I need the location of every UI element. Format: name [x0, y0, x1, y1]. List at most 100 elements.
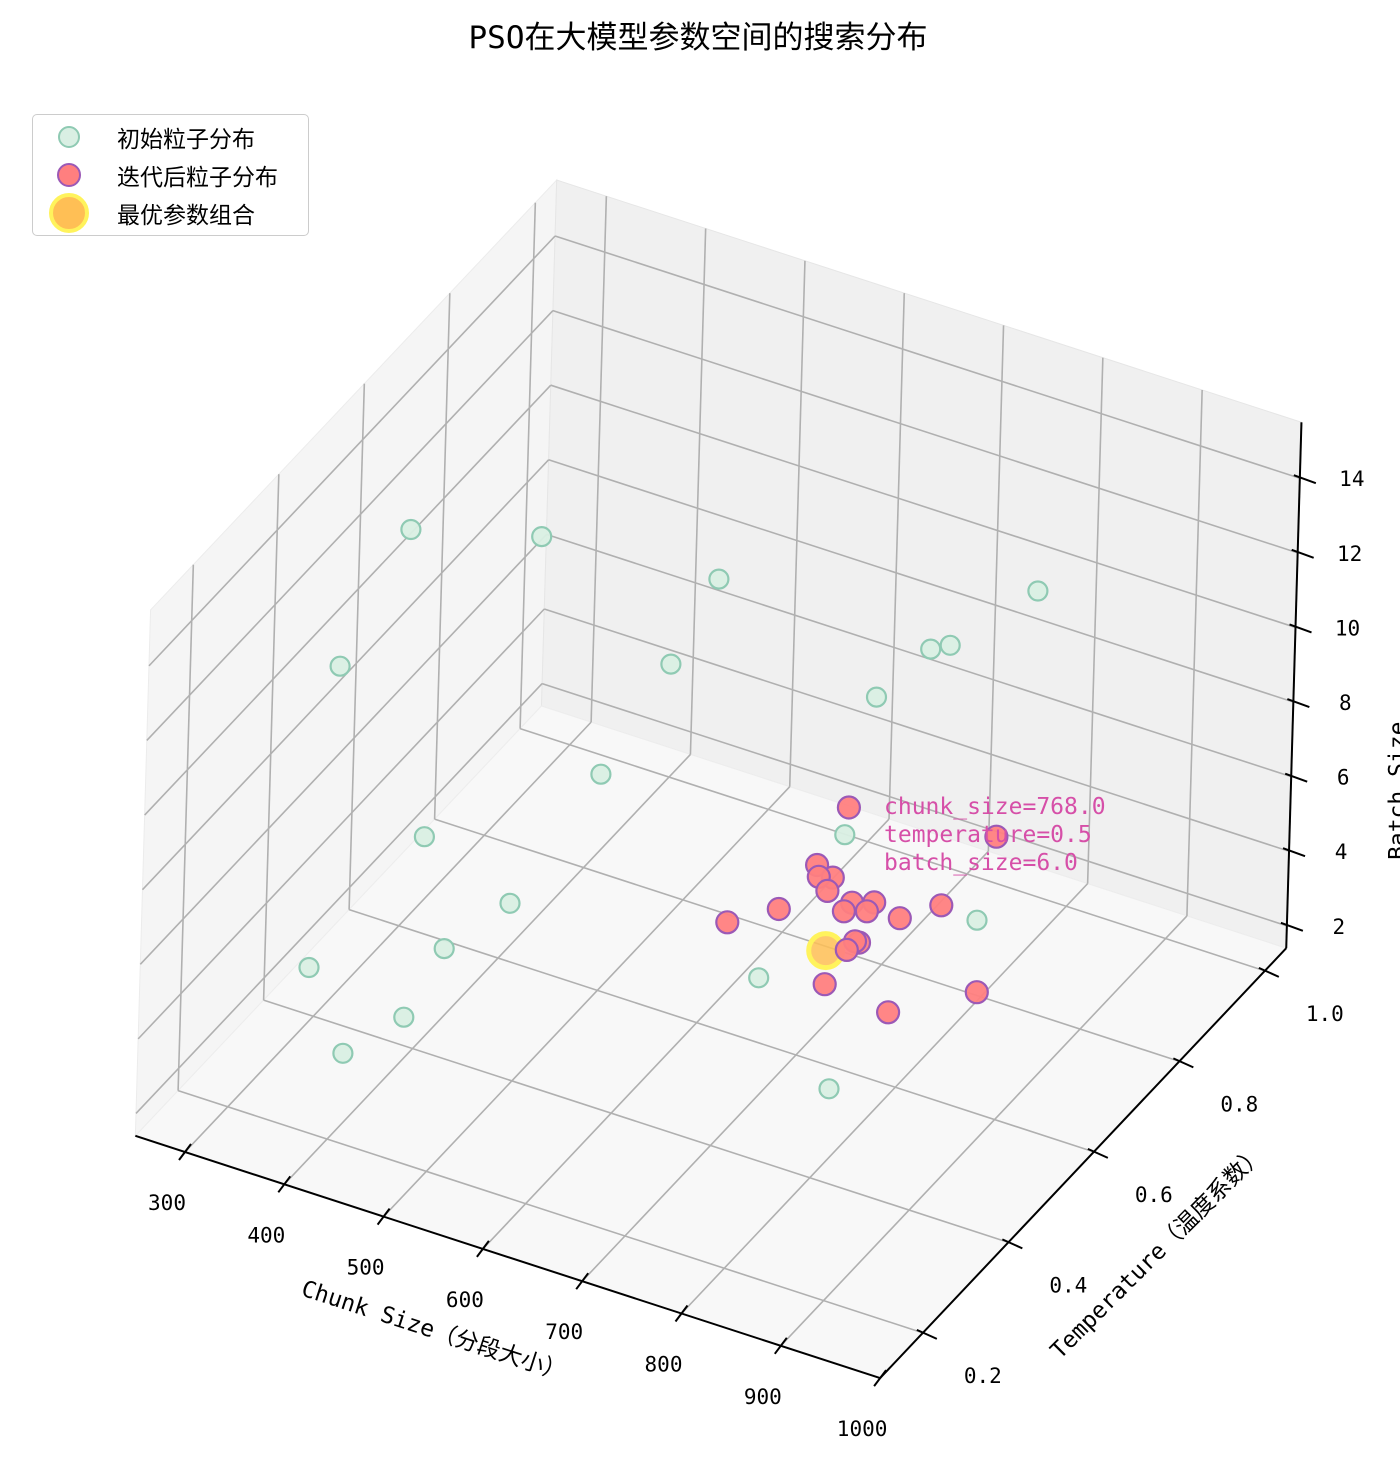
x-tick-label: 700	[545, 1320, 583, 1344]
initial-particle	[660, 653, 682, 675]
best-params-marker-icon	[49, 193, 89, 233]
grid-line	[137, 608, 545, 1040]
grid-line	[590, 196, 608, 723]
initial-particle	[939, 634, 961, 656]
y-tick	[1258, 966, 1280, 978]
iterated-particle	[887, 906, 912, 931]
legend-label: 初始粒子分布	[117, 127, 255, 153]
data-points	[298, 518, 1049, 1100]
grid-line	[548, 459, 1294, 703]
x-tick	[674, 1304, 689, 1323]
x-tick-label: 600	[446, 1288, 484, 1312]
z-tick-label: 6	[1337, 766, 1350, 790]
z-tick-label: 8	[1339, 691, 1352, 715]
grid-line	[177, 1089, 924, 1334]
y-axis-label: Temperature（温度系数）	[1046, 1141, 1270, 1365]
initial-particle	[413, 826, 435, 848]
grid-line	[434, 818, 1180, 1063]
grid-line	[177, 564, 195, 1091]
grid-line	[1086, 357, 1104, 884]
annotation-line: temperature=0.5	[884, 822, 1092, 848]
iterated-particle	[812, 972, 837, 997]
initial-particle	[834, 824, 856, 846]
y-tick	[1001, 1238, 1023, 1250]
grid-line	[135, 683, 543, 1115]
y-tick	[1172, 1057, 1194, 1069]
x-tick	[476, 1240, 490, 1258]
legend-label: 迭代后粒子分布	[117, 165, 278, 191]
3d-panes	[134, 178, 1302, 1379]
initial-particle	[499, 892, 521, 914]
z-tick-label: 4	[1335, 840, 1348, 864]
x-tick-label: 900	[744, 1385, 782, 1409]
z-tick	[1291, 548, 1315, 559]
grid-line	[433, 293, 451, 820]
initial-particle	[393, 1006, 415, 1028]
grid-line	[383, 786, 791, 1218]
legend-label: 最优参数组合	[117, 203, 255, 229]
iterated-particle	[984, 824, 1009, 849]
annotation-line: chunk_size=768.0	[884, 794, 1106, 820]
grid-line	[184, 721, 592, 1153]
grid-line	[987, 325, 1005, 852]
iterated-particle	[715, 910, 740, 935]
x-tick-label: 1000	[837, 1417, 888, 1441]
grid-line	[1186, 389, 1203, 916]
y-tick	[916, 1328, 938, 1340]
grid-line	[348, 908, 1095, 1153]
z-tick-label: 14	[1339, 467, 1364, 491]
grid-line	[544, 608, 1290, 853]
grid-line	[550, 384, 1296, 629]
grid-line	[262, 474, 280, 1001]
initial-particle	[818, 1078, 840, 1100]
y-axis-line	[879, 947, 1287, 1379]
grid-line	[581, 850, 989, 1282]
initial-particle	[865, 686, 888, 708]
initial-particle	[590, 763, 612, 785]
grid-line	[348, 383, 366, 910]
initial-particle	[708, 568, 730, 590]
x-tick-label: 400	[247, 1223, 285, 1247]
x-axis-label: Chunk Size（分段大小）	[298, 1276, 569, 1386]
initial-particle	[433, 937, 455, 960]
grid-line	[780, 915, 1188, 1347]
x-tick-label: 800	[645, 1353, 683, 1377]
x-tick	[277, 1175, 292, 1193]
grid-line	[552, 309, 1298, 554]
z-axis-label: Batch Size	[1385, 722, 1400, 860]
grid-line	[546, 533, 1292, 778]
iterated-particle	[964, 980, 989, 1005]
initial-particle	[748, 967, 770, 989]
iterated-particle	[854, 899, 880, 924]
iterated-particle-marker-icon	[57, 163, 81, 187]
x-tick-label: 300	[148, 1191, 186, 1215]
initial-particle	[1027, 580, 1049, 602]
x-tick	[376, 1207, 391, 1226]
grid-line	[554, 235, 1301, 480]
z-axis-line	[1285, 422, 1303, 949]
grid-line	[263, 999, 1009, 1244]
legend: 初始粒子分布 迭代后粒子分布 最优参数组合	[32, 114, 309, 236]
grid-line	[139, 533, 548, 965]
y-tick	[1087, 1147, 1109, 1159]
iterated-particle	[815, 878, 840, 904]
x-tick	[873, 1369, 887, 1387]
z-tick-label: 12	[1337, 542, 1362, 566]
grid-line	[283, 753, 692, 1185]
z-tick	[1280, 921, 1304, 932]
grid-line	[689, 228, 707, 755]
z-tick	[1282, 847, 1306, 858]
y-tick-label: 0.2	[964, 1364, 1002, 1388]
x-axis-line	[135, 1134, 881, 1380]
chart-title: PSO在大模型参数空间的搜索分布	[469, 20, 928, 56]
y-tick-label: 1.0	[1306, 1002, 1344, 1026]
y-tick-label: 0.4	[1049, 1273, 1087, 1297]
grid-line	[519, 202, 537, 729]
grid-line	[519, 727, 1266, 972]
grid-line	[788, 260, 806, 787]
grid-line	[680, 883, 1089, 1315]
initial-particle	[332, 1042, 354, 1064]
best-annotation: chunk_size=768.0temperature=0.5batch_siz…	[884, 794, 1106, 876]
annotation-line: batch_size=6.0	[884, 850, 1078, 876]
